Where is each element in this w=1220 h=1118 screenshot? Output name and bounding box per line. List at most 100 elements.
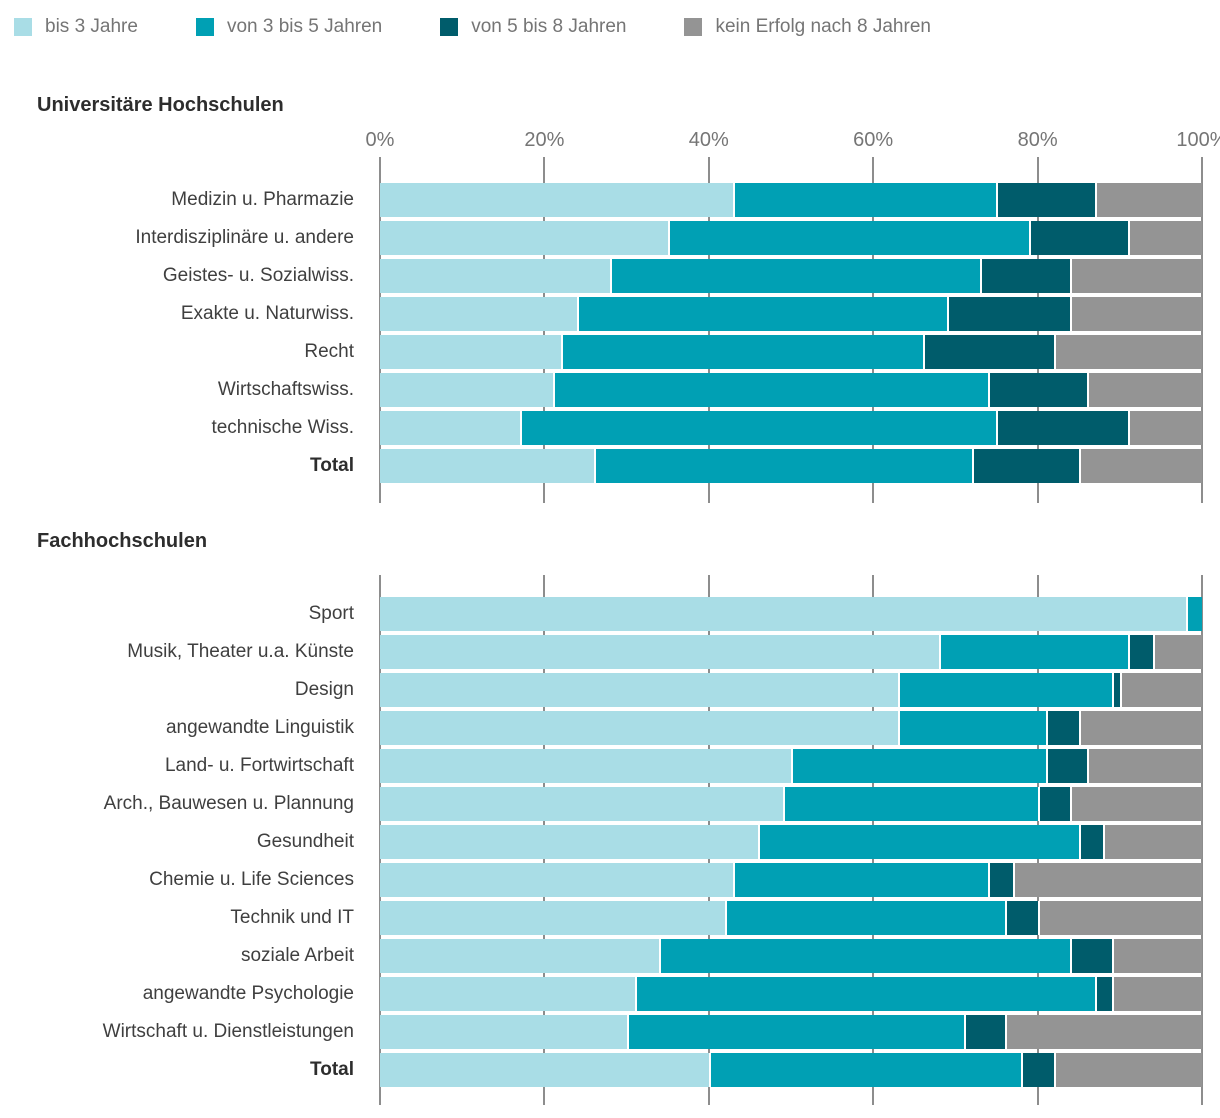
bar-segment-von-5-bis-8-jahren bbox=[1045, 711, 1079, 745]
bar-segment-kein-erfolg-nach-8-jahren bbox=[1086, 749, 1202, 783]
row-label: Recht bbox=[304, 341, 354, 362]
row-label: Design bbox=[294, 679, 354, 700]
row-label: angewandte Psychologie bbox=[142, 983, 354, 1004]
tick-strip-top bbox=[0, 157, 1220, 181]
bar-row-angewandte-linguistik: angewandte Linguistik bbox=[0, 709, 1220, 747]
bar-row-total: Total bbox=[0, 447, 1220, 485]
bar-segment-kein-erfolg-nach-8-jahren bbox=[1037, 901, 1202, 935]
bar-segment-bis-3-jahre bbox=[380, 183, 734, 217]
bar-segment-bis-3-jahre bbox=[380, 1053, 709, 1087]
bar-row-technik-und-it: Technik und IT bbox=[0, 899, 1220, 937]
bar-segment-bis-3-jahre bbox=[380, 335, 561, 369]
stacked-bar bbox=[380, 373, 1202, 407]
bar-row-medizin-u-pharmazie: Medizin u. Pharmazie bbox=[0, 181, 1220, 219]
bar-segment-von-3-bis-5-jahren bbox=[897, 711, 1046, 745]
bar-row-chemie-u-life-sciences: Chemie u. Life Sciences bbox=[0, 861, 1220, 899]
row-label: Sport bbox=[308, 603, 354, 624]
bar-segment-bis-3-jahre bbox=[380, 863, 734, 897]
bar-segment-von-3-bis-5-jahren bbox=[577, 297, 948, 331]
bar-segment-bis-3-jahre bbox=[380, 449, 594, 483]
legend-item-kein-erfolg-nach-8-jahren: kein Erfolg nach 8 Jahren bbox=[684, 16, 931, 38]
tick-strip-top bbox=[0, 575, 1220, 595]
bar-segment-von-5-bis-8-jahren bbox=[1128, 635, 1153, 669]
bar-segment-von-3-bis-5-jahren bbox=[782, 787, 1038, 821]
bar-segment-kein-erfolg-nach-8-jahren bbox=[1095, 183, 1202, 217]
legend-color-swatch bbox=[684, 18, 703, 36]
chart-universitaere-hochschulen: Medizin u. Pharmazie Interdisziplinäre u.… bbox=[0, 157, 1220, 503]
bar-segment-kein-erfolg-nach-8-jahren bbox=[1012, 863, 1202, 897]
row-label: Chemie u. Life Sciences bbox=[149, 869, 354, 890]
bar-segment-von-5-bis-8-jahren bbox=[971, 449, 1079, 483]
bar-segment-bis-3-jahre bbox=[380, 221, 668, 255]
bar-segment-von-5-bis-8-jahren bbox=[1021, 1053, 1055, 1087]
bar-segment-von-3-bis-5-jahren bbox=[519, 411, 997, 445]
bar-row-interdisziplin-re-u-andere: Interdisziplinäre u. andere bbox=[0, 219, 1220, 257]
row-label: technische Wiss. bbox=[211, 417, 354, 438]
bar-segment-von-3-bis-5-jahren bbox=[733, 863, 989, 897]
x-axis-tick-label: 100% bbox=[1176, 129, 1220, 151]
bar-segment-kein-erfolg-nach-8-jahren bbox=[1111, 939, 1202, 973]
stacked-bar bbox=[380, 335, 1202, 369]
stacked-bar bbox=[380, 977, 1202, 1011]
stacked-bar bbox=[380, 183, 1202, 217]
bar-segment-von-3-bis-5-jahren bbox=[634, 977, 1096, 1011]
bar-segment-von-5-bis-8-jahren bbox=[988, 373, 1087, 407]
bar-segment-bis-3-jahre bbox=[380, 259, 611, 293]
bar-segment-von-3-bis-5-jahren bbox=[897, 673, 1112, 707]
row-label: angewandte Linguistik bbox=[165, 717, 354, 738]
bar-row-sport: Sport bbox=[0, 595, 1220, 633]
x-axis-tick-label: 20% bbox=[524, 129, 565, 151]
bar-segment-kein-erfolg-nach-8-jahren bbox=[1128, 411, 1202, 445]
x-axis-tick-labels: 0% 20% 40% 60% 80% 100% bbox=[366, 129, 1220, 157]
section-fachhochschulen: Fachhochschulen Sport Musik, Theater u.a.… bbox=[0, 529, 1220, 1105]
legend: bis 3 Jahre von 3 bis 5 Jahren von 5 bis 8… bbox=[0, 0, 1220, 38]
bar-segment-kein-erfolg-nach-8-jahren bbox=[1070, 787, 1202, 821]
bar-segment-kein-erfolg-nach-8-jahren bbox=[1127, 221, 1202, 255]
bar-segment-bis-3-jahre bbox=[380, 297, 578, 331]
row-label: Wirtschaftswiss. bbox=[217, 379, 354, 400]
row-label: Arch., Bauwesen u. Plannung bbox=[103, 793, 354, 814]
bar-segment-von-3-bis-5-jahren bbox=[725, 901, 1005, 935]
bar-segment-von-3-bis-5-jahren bbox=[593, 449, 972, 483]
row-label: Geistes- u. Sozialwiss. bbox=[162, 265, 354, 286]
row-label: Total bbox=[310, 1059, 354, 1080]
legend-color-swatch bbox=[195, 18, 214, 36]
bar-segment-von-5-bis-8-jahren bbox=[988, 863, 1013, 897]
section-universitaere-hochschulen: Universitäre Hochschulen 0% 20% 40% 60% 80% 1… bbox=[0, 93, 1220, 503]
stacked-bar bbox=[380, 787, 1202, 821]
bar-segment-kein-erfolg-nach-8-jahren bbox=[1152, 635, 1202, 669]
bar-row-technische-wiss: technische Wiss. bbox=[0, 409, 1220, 447]
row-label: Technik und IT bbox=[230, 907, 354, 928]
row-label: Wirtschaft u. Dienstleistungen bbox=[102, 1021, 354, 1042]
row-label: Land- u. Fortwirtschaft bbox=[164, 755, 354, 776]
x-axis-tick-label: 40% bbox=[688, 129, 729, 151]
stacked-bar bbox=[380, 825, 1202, 859]
x-axis-tick-label: 60% bbox=[853, 129, 894, 151]
bar-segment-von-3-bis-5-jahren bbox=[733, 183, 997, 217]
bar-row-land-u-fortwirtschaft: Land- u. Fortwirtschaft bbox=[0, 747, 1220, 785]
legend-item-label: von 3 bis 5 Jahren bbox=[226, 16, 383, 37]
bar-segment-von-5-bis-8-jahren bbox=[1029, 221, 1128, 255]
bar-segment-von-5-bis-8-jahren bbox=[996, 411, 1128, 445]
bar-segment-kein-erfolg-nach-8-jahren bbox=[1070, 297, 1202, 331]
bar-row-wirtschaftswiss: Wirtschaftswiss. bbox=[0, 371, 1220, 409]
bar-segment-kein-erfolg-nach-8-jahren bbox=[1078, 449, 1202, 483]
bar-row-musik-theater-u-a-k-nste: Musik, Theater u.a. Künste bbox=[0, 633, 1220, 671]
row-label: Total bbox=[310, 455, 354, 476]
stacked-bar bbox=[380, 863, 1202, 897]
bar-row-angewandte-psychologie: angewandte Psychologie bbox=[0, 975, 1220, 1013]
legend-item-label: bis 3 Jahre bbox=[45, 16, 138, 37]
bar-segment-bis-3-jahre bbox=[380, 787, 783, 821]
bar-segment-bis-3-jahre bbox=[380, 711, 898, 745]
bar-row-soziale-arbeit: soziale Arbeit bbox=[0, 937, 1220, 975]
bar-segment-kein-erfolg-nach-8-jahren bbox=[1103, 825, 1202, 859]
bar-segment-von-5-bis-8-jahren bbox=[980, 259, 1071, 293]
bar-segment-von-5-bis-8-jahren bbox=[947, 297, 1071, 331]
bar-segment-von-5-bis-8-jahren bbox=[1111, 673, 1120, 707]
bar-row-total: Total bbox=[0, 1051, 1220, 1089]
bar-segment-bis-3-jahre bbox=[380, 825, 759, 859]
row-label: Exakte u. Naturwiss. bbox=[180, 303, 354, 324]
row-label: Gesundheit bbox=[256, 831, 354, 852]
legend-item-bis-3-jahre: bis 3 Jahre bbox=[14, 16, 138, 38]
